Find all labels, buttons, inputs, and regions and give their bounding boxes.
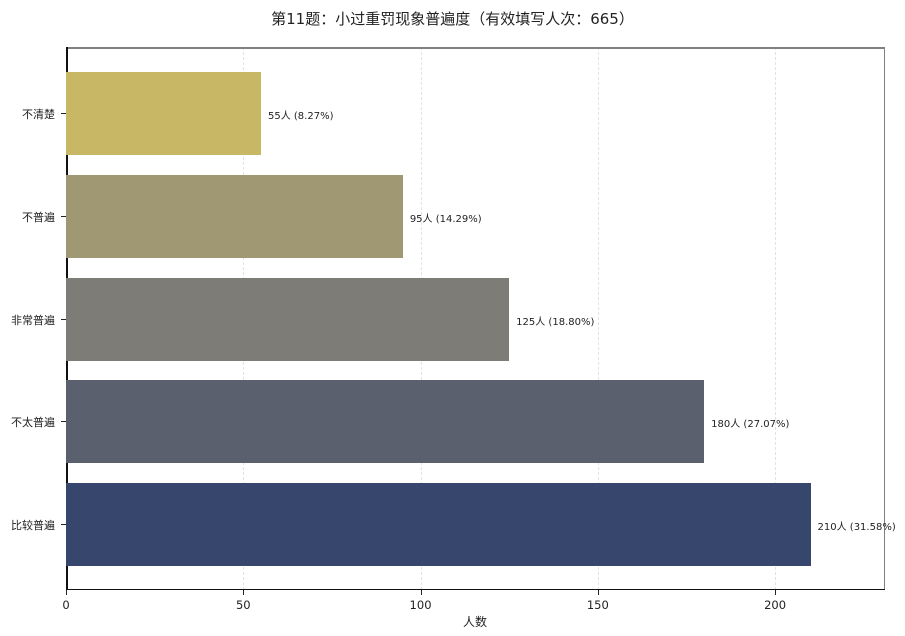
gridline [775, 47, 777, 590]
y-tick [61, 216, 66, 217]
bar-value-label: 180人 (27.07%) [711, 419, 790, 430]
plot-area: 55人 (8.27%) 不清楚 95人 (14.29%) 不普遍 125人 (18.80… [11, 47, 896, 595]
y-tick-label: 非常普遍 [11, 314, 55, 327]
x-tick [420, 590, 422, 595]
x-tick-label: 100 [409, 598, 432, 612]
bar-value-label: 210人 (31.58%) [817, 522, 896, 533]
bar [66, 278, 510, 361]
top-spine [66, 47, 885, 49]
y-tick [61, 319, 66, 320]
x-tick [775, 590, 777, 595]
chart-title: 第11题：小过重罚现象普遍度（有效填写人次：665） [271, 10, 634, 28]
x-axis-label: 人数 [462, 615, 488, 629]
bar-value-label: 95人 (14.29%) [409, 214, 482, 225]
bar [66, 72, 261, 155]
gridline [597, 47, 599, 590]
y-tick-label: 不普遍 [22, 211, 55, 224]
x-tick-label: 150 [586, 598, 609, 612]
x-tick [66, 590, 67, 595]
bar-value-label: 55人 (8.27%) [268, 111, 334, 122]
y-tick [61, 113, 66, 114]
y-tick-label: 不太普遍 [11, 416, 55, 429]
bar [66, 175, 403, 258]
x-tick [243, 590, 245, 595]
x-tick [597, 590, 599, 595]
y-tick [61, 421, 66, 422]
x-tick-label: 200 [764, 598, 787, 612]
bar-value-label: 125人 (18.80%) [516, 317, 595, 328]
y-tick-label: 不清楚 [22, 108, 55, 121]
x-tick-label: 50 [235, 598, 251, 612]
bar [66, 380, 705, 463]
bar [66, 483, 811, 566]
right-spine [883, 47, 885, 590]
y-tick-label: 比较普遍 [11, 519, 55, 532]
x-tick-label: 0 [62, 598, 70, 612]
y-tick [61, 524, 66, 525]
bottom-spine [66, 588, 885, 590]
